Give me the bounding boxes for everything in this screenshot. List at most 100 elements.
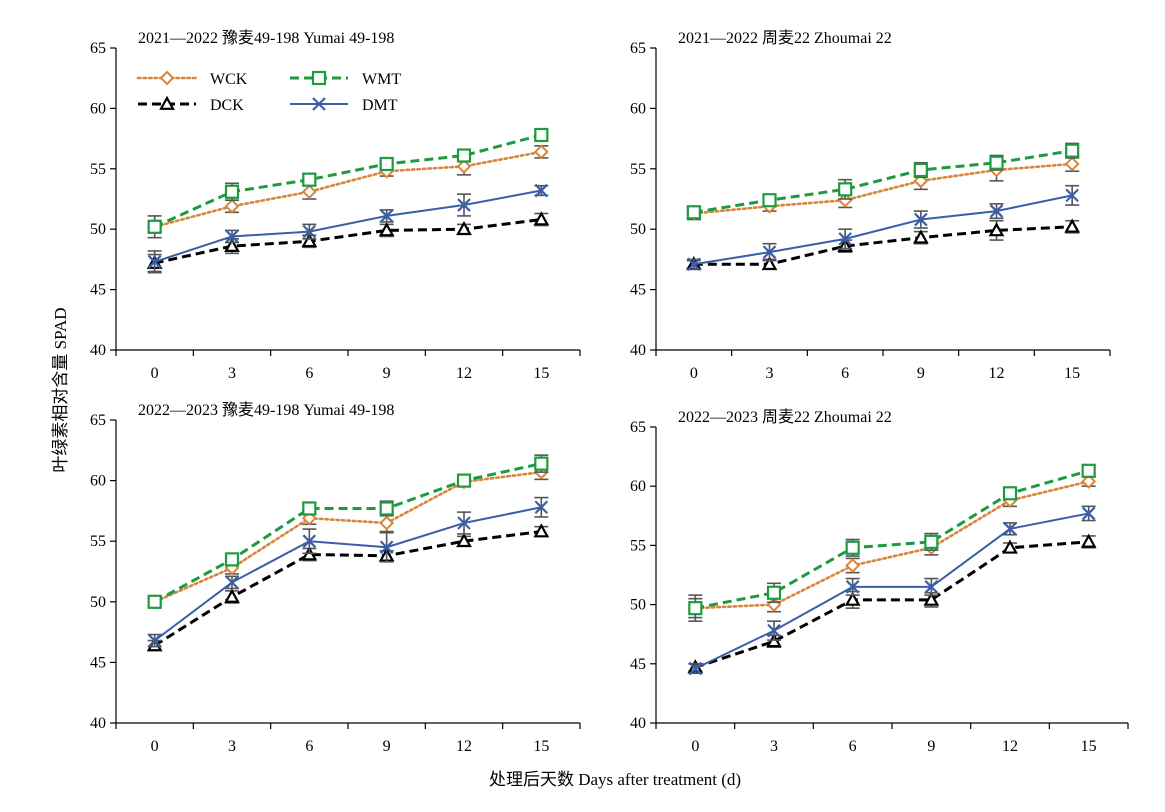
y-tick-label: 45	[630, 282, 646, 299]
series-dmt	[688, 505, 1096, 676]
data-point	[845, 580, 860, 594]
data-point	[1080, 533, 1097, 548]
series-dmt	[147, 496, 549, 648]
series-wck	[147, 144, 549, 235]
data-point	[534, 183, 549, 198]
x-tick-label: 0	[690, 365, 698, 382]
series-line	[694, 480, 1090, 610]
data-point	[761, 255, 778, 271]
data-point	[838, 232, 852, 246]
x-tick-label: 0	[151, 738, 159, 755]
data-point	[845, 558, 861, 573]
x-tick-label: 3	[766, 365, 774, 382]
y-tick-label: 45	[90, 654, 106, 671]
legend-label: WMT	[362, 71, 401, 88]
data-point	[224, 198, 240, 214]
series-dmt	[147, 183, 549, 274]
x-axis-label: 处理后天数 Days after treatment (d)	[489, 770, 741, 789]
data-point	[845, 540, 860, 555]
series-line	[693, 149, 1073, 214]
y-tick-label: 50	[630, 221, 646, 238]
data-point	[687, 257, 701, 272]
data-point	[456, 473, 472, 488]
data-point	[379, 540, 394, 555]
legend-marker	[311, 70, 327, 86]
data-point	[844, 591, 861, 606]
legend-item-dck: DCK	[138, 95, 244, 114]
legend-marker	[159, 95, 175, 110]
x-tick-label: 0	[151, 365, 159, 382]
y-tick-label: 65	[630, 419, 646, 436]
x-tick-label: 15	[533, 365, 549, 382]
legend-item-wmt: WMT	[290, 70, 401, 88]
x-tick-label: 6	[305, 365, 313, 382]
data-point	[838, 182, 853, 197]
data-point	[534, 500, 549, 515]
series-dck	[685, 218, 1081, 271]
data-point	[923, 591, 940, 606]
y-tick-label: 60	[90, 473, 106, 490]
data-point	[688, 661, 703, 676]
series-line	[694, 540, 1089, 669]
data-point	[378, 222, 395, 237]
legend-marker	[312, 97, 326, 111]
y-tick-label: 40	[630, 715, 646, 732]
y-tick-label: 55	[630, 161, 646, 178]
x-tick-label: 6	[849, 738, 857, 755]
y-axis-label: 叶绿素相对含量 SPAD	[51, 307, 70, 472]
y-tick-label: 45	[90, 282, 106, 299]
data-point	[147, 594, 162, 609]
y-tick-label: 60	[90, 100, 106, 117]
data-point	[914, 212, 928, 227]
data-point	[225, 575, 239, 590]
data-point	[224, 552, 240, 567]
data-point	[1064, 218, 1081, 233]
legend-label: DMT	[362, 97, 398, 114]
y-tick-label: 65	[90, 412, 106, 429]
series-wmt	[147, 454, 549, 609]
data-point	[762, 245, 777, 259]
data-point	[1064, 156, 1080, 172]
y-tick-label: 40	[90, 342, 106, 359]
data-point	[456, 532, 472, 548]
x-tick-label: 15	[1064, 365, 1080, 382]
data-point	[147, 633, 162, 648]
series-line	[693, 194, 1073, 266]
y-tick-label: 50	[630, 597, 646, 614]
series-line	[693, 225, 1073, 266]
y-tick-label: 40	[90, 715, 106, 732]
legend: WCK WMT DCK DMT	[136, 70, 401, 114]
data-point	[301, 184, 317, 200]
series-dck	[146, 211, 550, 273]
x-tick-label: 15	[1081, 738, 1097, 755]
data-point	[762, 193, 777, 208]
data-point	[302, 172, 317, 187]
x-tick-label: 6	[841, 365, 849, 382]
x-tick-label: 9	[927, 738, 935, 755]
chart-panel-3: 40 45 50 55 60 65 0 3 6 9 12 15 2022—2023 豫麦49-198 Y…	[90, 401, 581, 755]
data-point	[147, 255, 162, 269]
chart-panel-4: 40 45 50 55 60 65 0 3 6 9 12 15 2022—2023 周麦22 Zhoum…	[630, 408, 1129, 755]
x-tick-label: 6	[305, 738, 313, 755]
panel-title: 2021—2022 周麦22 Zhoumai 22	[678, 29, 892, 47]
series-wmt	[686, 142, 1080, 220]
series-line	[694, 512, 1089, 670]
data-point	[1065, 143, 1080, 158]
panel-title: 2022—2023 周麦22 Zhoumai 22	[678, 408, 892, 426]
legend-label: WCK	[210, 71, 248, 88]
series-wmt	[688, 463, 1096, 622]
y-tick-label: 45	[630, 656, 646, 673]
x-tick-label: 3	[770, 738, 778, 755]
series-line	[154, 506, 542, 642]
data-point	[533, 211, 550, 226]
data-point	[1065, 188, 1079, 203]
legend-label: DCK	[210, 97, 244, 114]
data-point	[1081, 506, 1096, 521]
series-line	[154, 189, 542, 263]
series-line	[153, 150, 543, 229]
data-point	[457, 516, 471, 530]
data-point	[379, 209, 394, 223]
data-point	[457, 198, 471, 212]
panel-title: 2022—2023 豫麦49-198 Yumai 49-198	[138, 401, 394, 419]
